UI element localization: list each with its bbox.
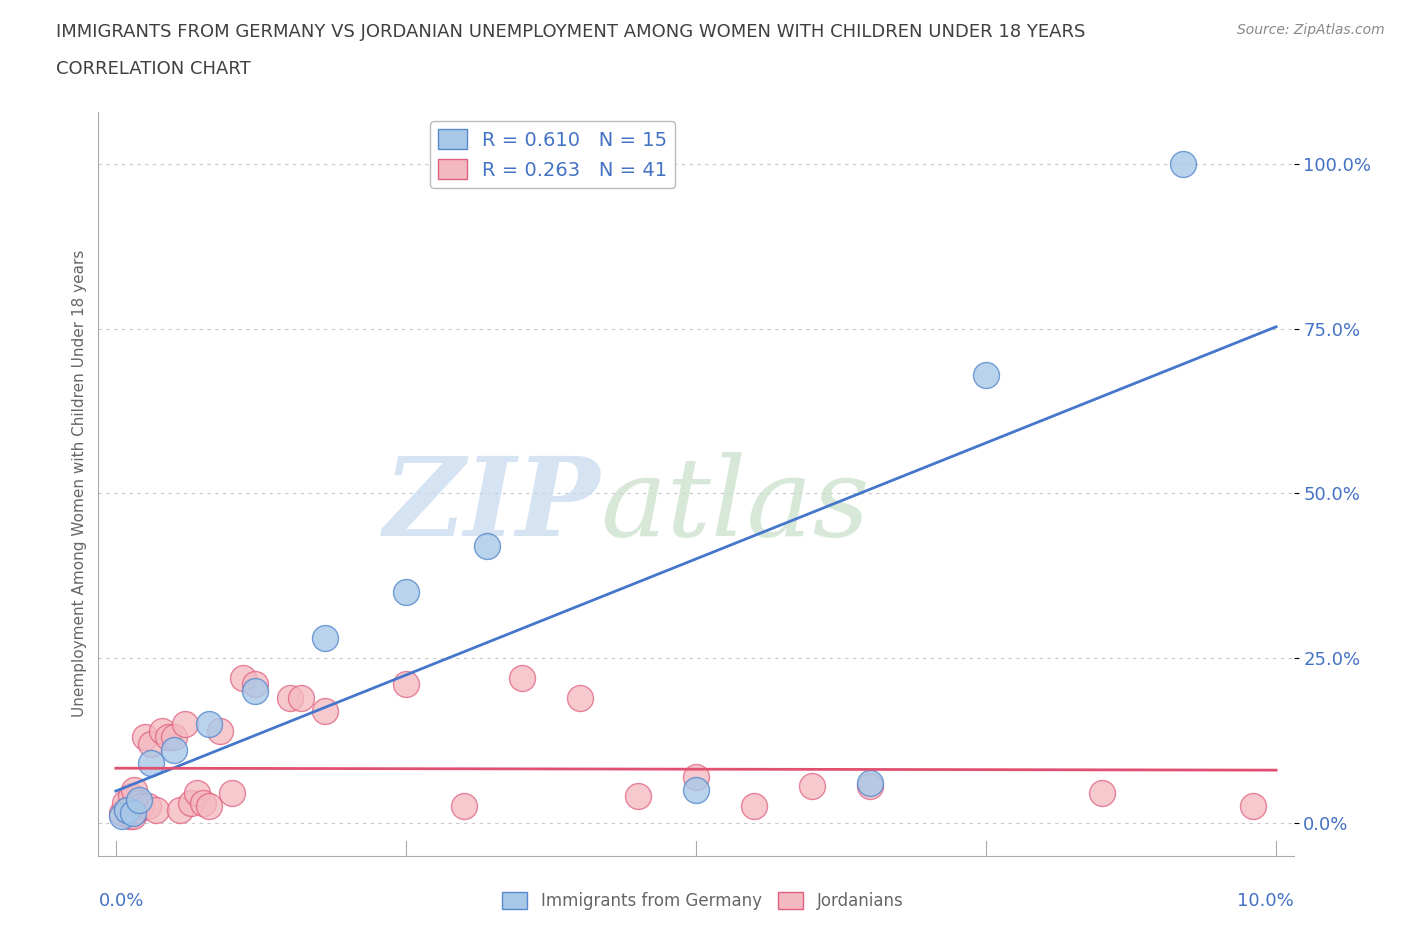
Point — [395, 677, 418, 692]
Point — [174, 716, 197, 731]
Point — [122, 809, 145, 824]
Text: IMMIGRANTS FROM GERMANY VS JORDANIAN UNEMPLOYMENT AMONG WOMEN WITH CHILDREN UNDE: IMMIGRANTS FROM GERMANY VS JORDANIAN UNE… — [56, 23, 1085, 41]
Point — [475, 538, 498, 553]
Point — [114, 795, 136, 810]
Point — [145, 802, 167, 817]
Point — [180, 795, 202, 810]
Point — [111, 809, 134, 824]
Point — [243, 677, 266, 692]
Point — [163, 730, 186, 745]
Point — [232, 671, 254, 685]
Y-axis label: Unemployment Among Women with Children Under 18 years: Unemployment Among Women with Children U… — [72, 250, 87, 717]
Point — [136, 799, 159, 814]
Point — [125, 802, 148, 817]
Point — [1241, 799, 1264, 814]
Point — [169, 802, 191, 817]
Point — [122, 805, 145, 820]
Text: 0.0%: 0.0% — [98, 892, 143, 910]
Point — [120, 789, 142, 804]
Point — [278, 690, 301, 705]
Text: ZIP: ZIP — [384, 452, 600, 560]
Point — [685, 769, 707, 784]
Point — [118, 809, 141, 824]
Point — [453, 799, 475, 814]
Point — [191, 795, 214, 810]
Point — [627, 789, 650, 804]
Point — [974, 367, 997, 382]
Legend: Immigrants from Germany, Jordanians: Immigrants from Germany, Jordanians — [496, 885, 910, 917]
Point — [124, 782, 146, 797]
Point — [128, 795, 150, 810]
Point — [510, 671, 533, 685]
Point — [859, 779, 882, 794]
Point — [197, 716, 219, 731]
Text: Source: ZipAtlas.com: Source: ZipAtlas.com — [1237, 23, 1385, 37]
Point — [150, 723, 173, 737]
Point — [117, 802, 139, 817]
Legend: R = 0.610   N = 15, R = 0.263   N = 41: R = 0.610 N = 15, R = 0.263 N = 41 — [430, 121, 675, 188]
Point — [1091, 786, 1114, 801]
Point — [139, 737, 162, 751]
Point — [117, 802, 139, 817]
Point — [134, 730, 156, 745]
Point — [314, 703, 336, 718]
Point — [221, 786, 243, 801]
Point — [685, 782, 707, 797]
Point — [157, 730, 180, 745]
Text: atlas: atlas — [600, 452, 870, 560]
Point — [131, 799, 153, 814]
Point — [111, 805, 134, 820]
Text: 10.0%: 10.0% — [1237, 892, 1294, 910]
Point — [801, 779, 824, 794]
Point — [568, 690, 591, 705]
Point — [197, 799, 219, 814]
Point — [209, 723, 232, 737]
Point — [1173, 157, 1195, 172]
Point — [742, 799, 765, 814]
Point — [314, 631, 336, 645]
Point — [186, 786, 208, 801]
Point — [139, 756, 162, 771]
Point — [163, 743, 186, 758]
Point — [859, 776, 882, 790]
Point — [290, 690, 312, 705]
Point — [128, 792, 150, 807]
Text: CORRELATION CHART: CORRELATION CHART — [56, 60, 252, 78]
Point — [243, 684, 266, 698]
Point — [395, 585, 418, 600]
